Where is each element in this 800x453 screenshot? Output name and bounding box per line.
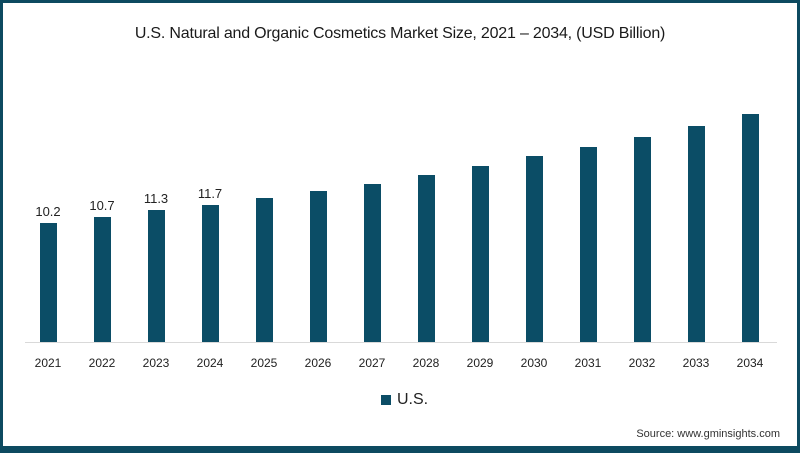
bar-2029 <box>471 166 489 342</box>
legend: U.S. <box>381 391 428 409</box>
bar-2033 <box>687 126 705 342</box>
plot-area: 2021 10.2 2022 10.7 2023 11.3 2024 11.7 2025 2026… <box>3 3 797 453</box>
chart-title: U.S. Natural and Organic Cosmetics Marke… <box>134 25 666 42</box>
data-label: 11.3 <box>143 191 169 206</box>
x-tick-label: 2026 <box>304 356 332 370</box>
bar-2030 <box>525 156 543 342</box>
x-tick-label: 2029 <box>466 356 494 370</box>
legend-swatch-icon <box>381 395 391 405</box>
bar-2027 <box>363 184 381 342</box>
source-note: Source: www.gminsights.com <box>636 428 780 440</box>
x-tick-label: 2031 <box>574 356 602 370</box>
bar-2026 <box>309 191 327 342</box>
x-tick-label: 2034 <box>736 356 764 370</box>
x-tick-label: 2033 <box>682 356 710 370</box>
data-label: 11.7 <box>197 186 223 201</box>
x-tick-label: 2025 <box>250 356 278 370</box>
data-label: 10.2 <box>35 204 61 219</box>
x-tick-label: 2022 <box>88 356 116 370</box>
x-axis-line <box>25 342 777 343</box>
bar-2032 <box>633 137 651 342</box>
legend-label: U.S. <box>397 391 429 408</box>
x-tick-label: 2027 <box>358 356 386 370</box>
data-label: 10.7 <box>89 198 115 213</box>
x-tick-label: 2023 <box>142 356 170 370</box>
bar-2031 <box>579 147 597 342</box>
bar-2023 <box>147 210 165 342</box>
bar-2021 <box>39 223 57 342</box>
x-tick-label: 2032 <box>628 356 656 370</box>
x-tick-label: 2021 <box>34 356 62 370</box>
bar-2024 <box>201 205 219 342</box>
bar-2022 <box>93 217 111 342</box>
bar-2025 <box>255 198 273 342</box>
bar-2034 <box>741 114 759 342</box>
bar-2028 <box>417 175 435 342</box>
x-tick-label: 2024 <box>196 356 224 370</box>
x-tick-label: 2028 <box>412 356 440 370</box>
x-tick-label: 2030 <box>520 356 548 370</box>
chart-frame: U.S. Natural and Organic Cosmetics Marke… <box>3 3 797 446</box>
